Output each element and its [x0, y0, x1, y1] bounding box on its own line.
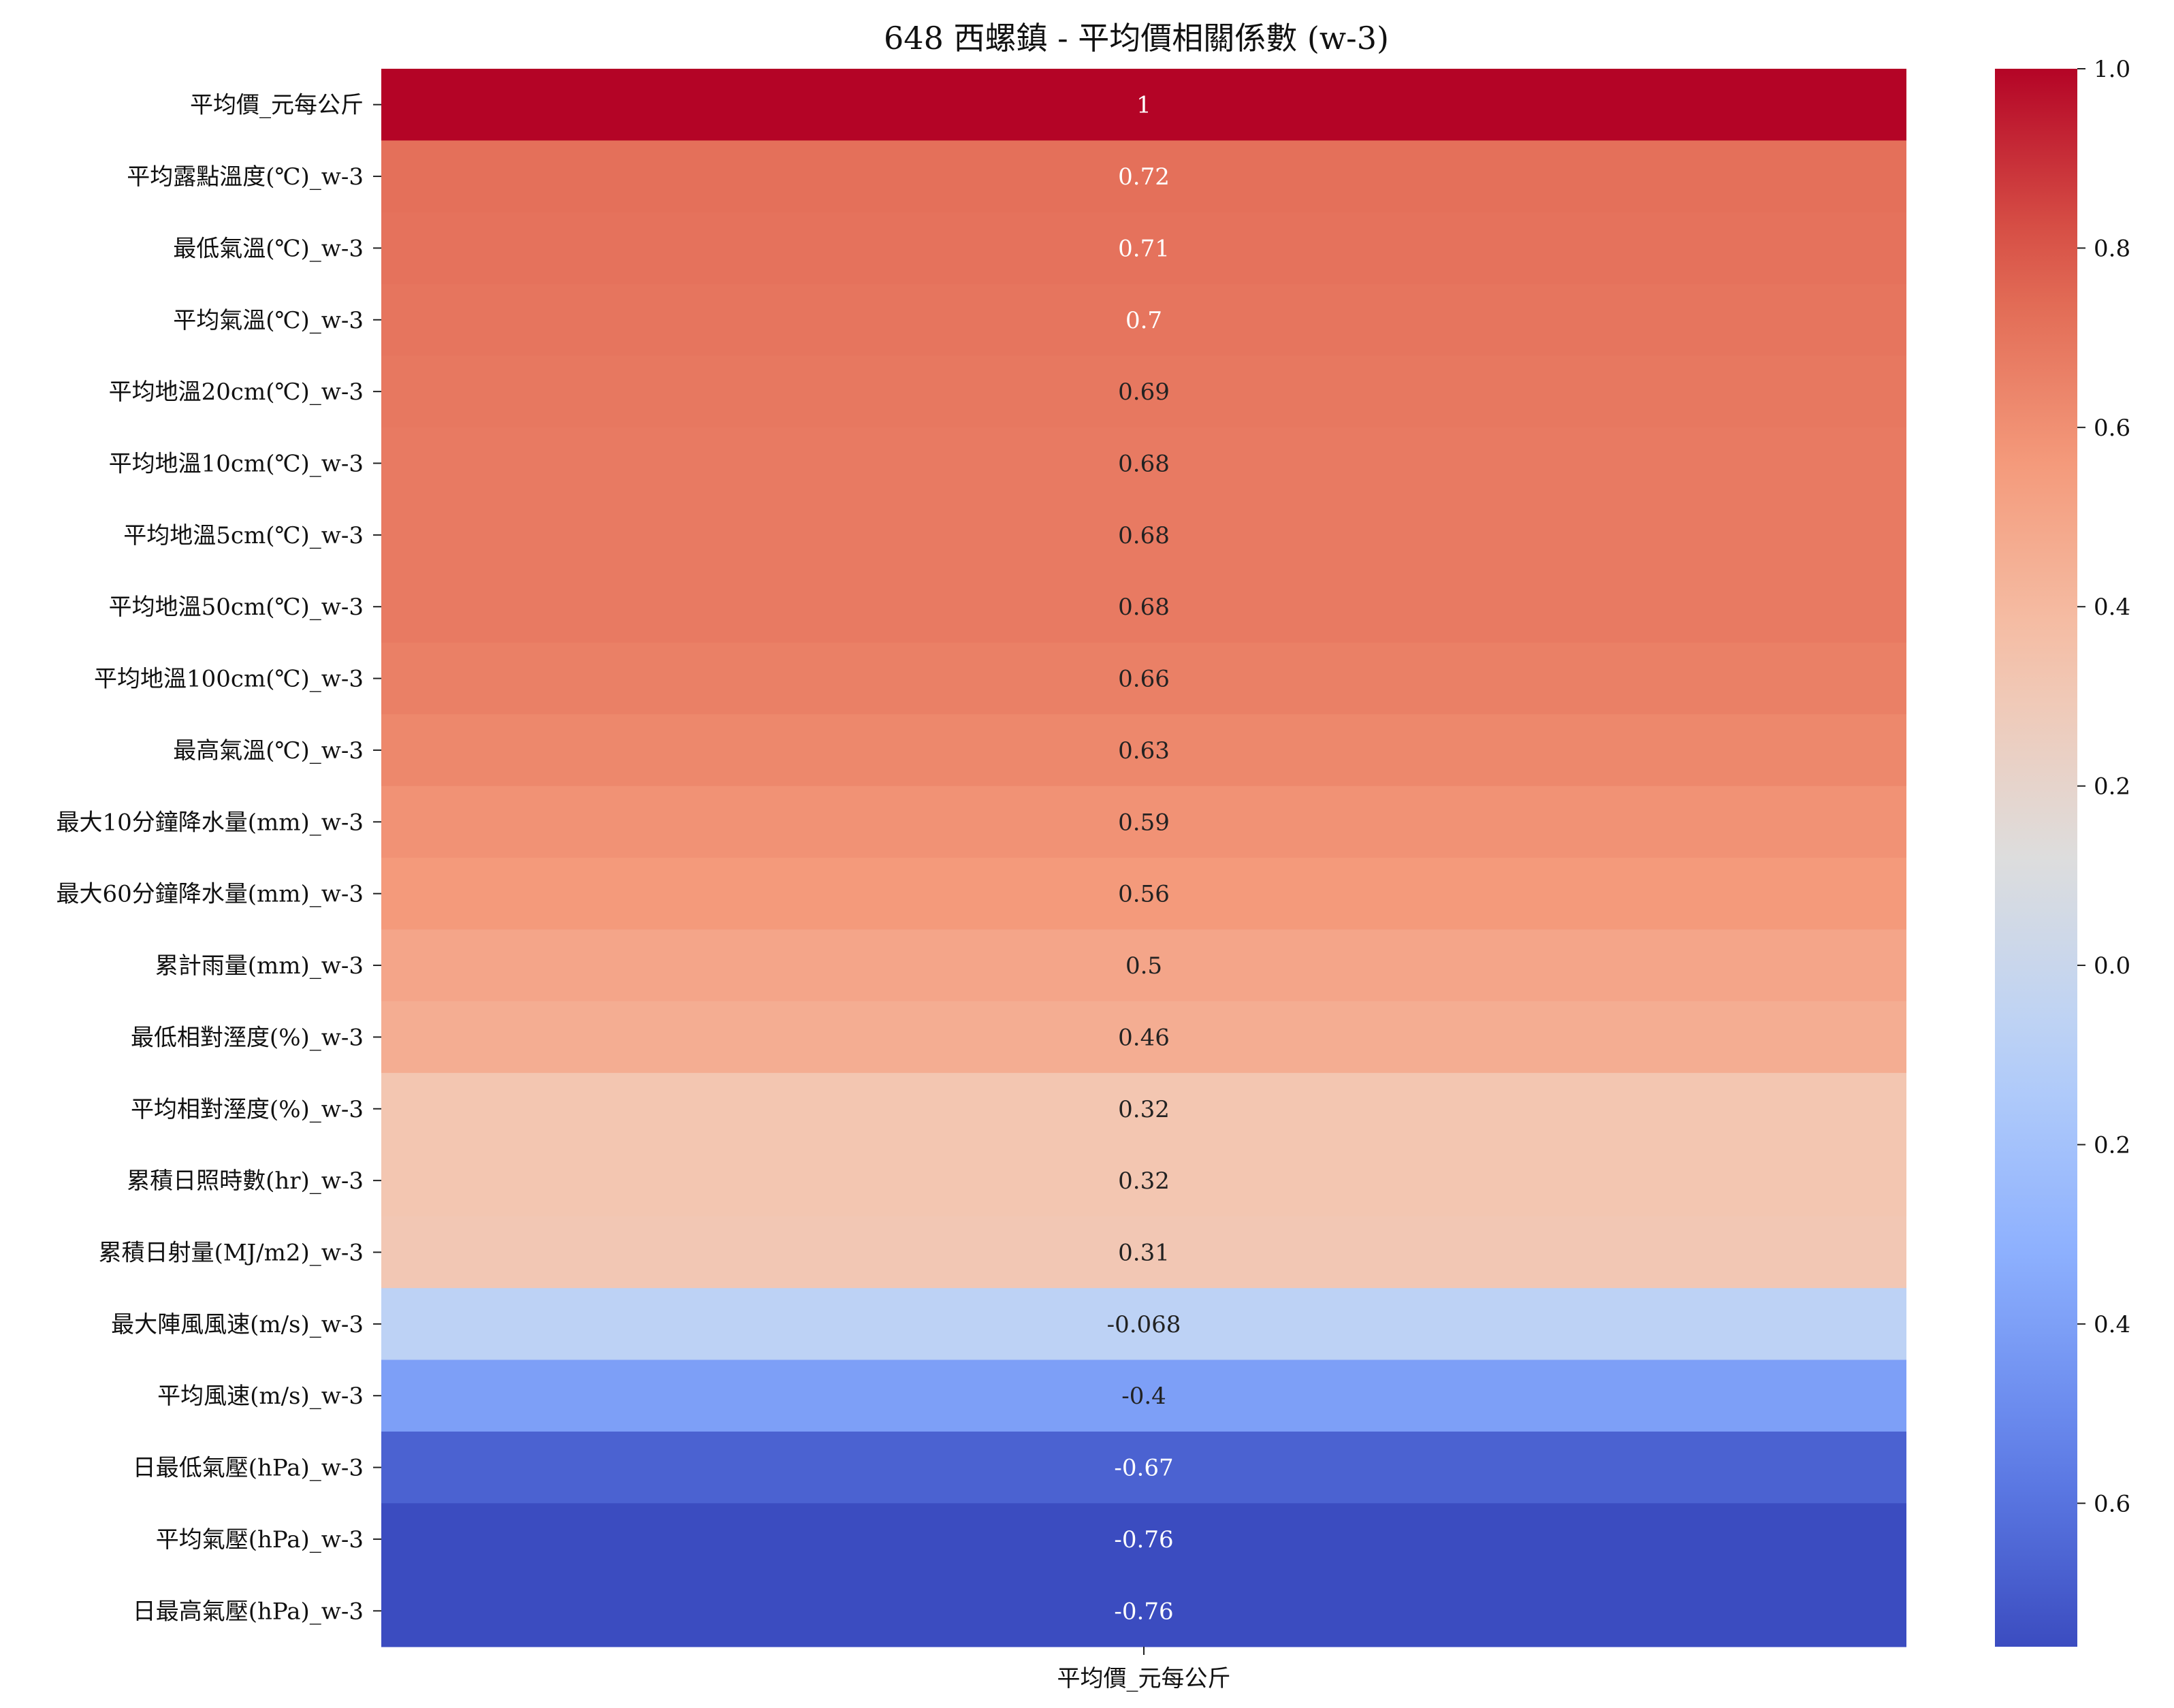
- colorbar-tick-label: 0.8: [2094, 235, 2130, 262]
- heatmap-cell: [381, 1503, 1906, 1576]
- heatmap-cell: [381, 1001, 1906, 1074]
- cell-value-label: -0.4: [1121, 1383, 1166, 1410]
- cell-value-label: 0.7: [1125, 307, 1162, 334]
- row-label: 累積日照時數(hr)_w-3: [127, 1167, 364, 1195]
- colorbar-tick-label: 0.6: [2094, 1490, 2130, 1517]
- colorbar-gradient: [1995, 69, 2077, 1647]
- row-label: 平均價_元每公斤: [190, 92, 364, 119]
- row-label: 平均風速(m/s)_w-3: [157, 1383, 364, 1410]
- cell-value-label: 0.46: [1118, 1024, 1170, 1051]
- cell-value-label: 0.32: [1118, 1096, 1170, 1123]
- heatmap-cell: [381, 786, 1906, 858]
- colorbar-tick-label: 0.2: [2094, 773, 2130, 801]
- heatmap-cell: [381, 1073, 1906, 1145]
- heatmap-cell: [381, 1288, 1906, 1361]
- heatmap-cell: [381, 570, 1906, 643]
- heatmap-cell: [381, 355, 1906, 428]
- row-label: 平均地溫50cm(℃)_w-3: [109, 594, 364, 621]
- column-label: 平均價_元每公斤: [1057, 1665, 1231, 1692]
- row-label: 最高氣溫(℃)_w-3: [173, 737, 364, 764]
- heatmap-cell: [381, 714, 1906, 787]
- cell-value-label: 0.5: [1125, 952, 1162, 980]
- row-label: 累積日射量(MJ/m2)_w-3: [98, 1240, 364, 1267]
- cell-value-label: 0.56: [1118, 881, 1170, 908]
- colorbar-tick-label: 0.0: [2094, 952, 2130, 980]
- heatmap-cell: [381, 284, 1906, 356]
- row-label: 最大10分鐘降水量(mm)_w-3: [57, 809, 364, 836]
- cell-value-label: -0.76: [1114, 1598, 1173, 1625]
- row-label: 平均地溫20cm(℃)_w-3: [109, 378, 364, 406]
- cell-value-label: 0.72: [1118, 163, 1170, 191]
- cell-value-label: 0.68: [1118, 594, 1170, 621]
- colorbar-tick-label: 0.2: [2094, 1131, 2130, 1159]
- colorbar-tick-label: 1.0: [2094, 56, 2130, 83]
- row-label: 平均氣溫(℃)_w-3: [173, 307, 364, 334]
- heatmap-cell: [381, 140, 1906, 213]
- row-label: 平均地溫10cm(℃)_w-3: [109, 451, 364, 478]
- cell-value-label: 0.32: [1118, 1167, 1170, 1195]
- cell-value-label: -0.068: [1107, 1311, 1181, 1338]
- colorbar-tick-label: 0.4: [2094, 1311, 2130, 1338]
- cell-value-label: -0.76: [1114, 1526, 1173, 1553]
- heatmap-cells: 1 0.72 0.71 0.7 0.69 0.68 0.68 0.68 0.66 0.63 0.59…: [381, 69, 1906, 1647]
- cell-value-label: 0.68: [1118, 522, 1170, 549]
- heatmap-cell: [381, 499, 1906, 572]
- heatmap-cell: [381, 929, 1906, 1002]
- chart-title: 648 西螺鎮 - 平均價相關係數 (w-3): [884, 20, 1389, 57]
- heatmap-cell: [381, 642, 1906, 715]
- heatmap-cell: [381, 69, 1906, 141]
- heatmap-cell: [381, 1431, 1906, 1504]
- heatmap-cell: [381, 1216, 1906, 1289]
- heatmap-cell: [381, 212, 1906, 285]
- cell-value-label: 0.66: [1118, 666, 1170, 693]
- heatmap-cell: [381, 1144, 1906, 1217]
- heatmap-cell: [381, 1359, 1906, 1432]
- row-label: 最低氣溫(℃)_w-3: [173, 235, 364, 262]
- row-label: 平均地溫100cm(℃)_w-3: [94, 666, 364, 693]
- heatmap-cell: [381, 427, 1906, 500]
- row-label: 平均相對溼度(%)_w-3: [131, 1096, 364, 1123]
- colorbar-tick-label: 0.4: [2094, 594, 2130, 621]
- cell-value-label: 0.68: [1118, 451, 1170, 478]
- row-label: 最大陣風風速(m/s)_w-3: [111, 1311, 364, 1338]
- row-label: 平均氣壓(hPa)_w-3: [156, 1526, 364, 1553]
- colorbar-tick-label: 0.6: [2094, 415, 2130, 442]
- cell-value-label: 0.71: [1118, 235, 1170, 262]
- cell-value-label: 0.31: [1118, 1240, 1170, 1267]
- row-label: 日最高氣壓(hPa)_w-3: [133, 1598, 364, 1625]
- row-label: 最大60分鐘降水量(mm)_w-3: [57, 881, 364, 908]
- cell-value-label: 0.59: [1118, 809, 1170, 836]
- cell-value-label: 0.63: [1118, 737, 1170, 764]
- row-label: 最低相對溼度(%)_w-3: [131, 1024, 364, 1051]
- cell-value-label: 0.69: [1118, 378, 1170, 406]
- row-label: 平均露點溫度(℃)_w-3: [127, 163, 364, 191]
- row-label: 累計雨量(mm)_w-3: [155, 952, 364, 980]
- colorbar: 1.0 0.8 0.6 0.4 0.2 0.0 0.2 0.4 0.6: [1995, 56, 2130, 1647]
- heatmap-cell: [381, 858, 1906, 930]
- cell-value-label: -0.67: [1114, 1455, 1173, 1482]
- cell-value-label: 1: [1136, 92, 1151, 119]
- row-label: 平均地溫5cm(℃)_w-3: [123, 522, 364, 549]
- heatmap-cell: [381, 1575, 1906, 1647]
- row-label: 日最低氣壓(hPa)_w-3: [133, 1455, 364, 1482]
- column-tick-labels: 平均價_元每公斤: [1057, 1647, 1231, 1692]
